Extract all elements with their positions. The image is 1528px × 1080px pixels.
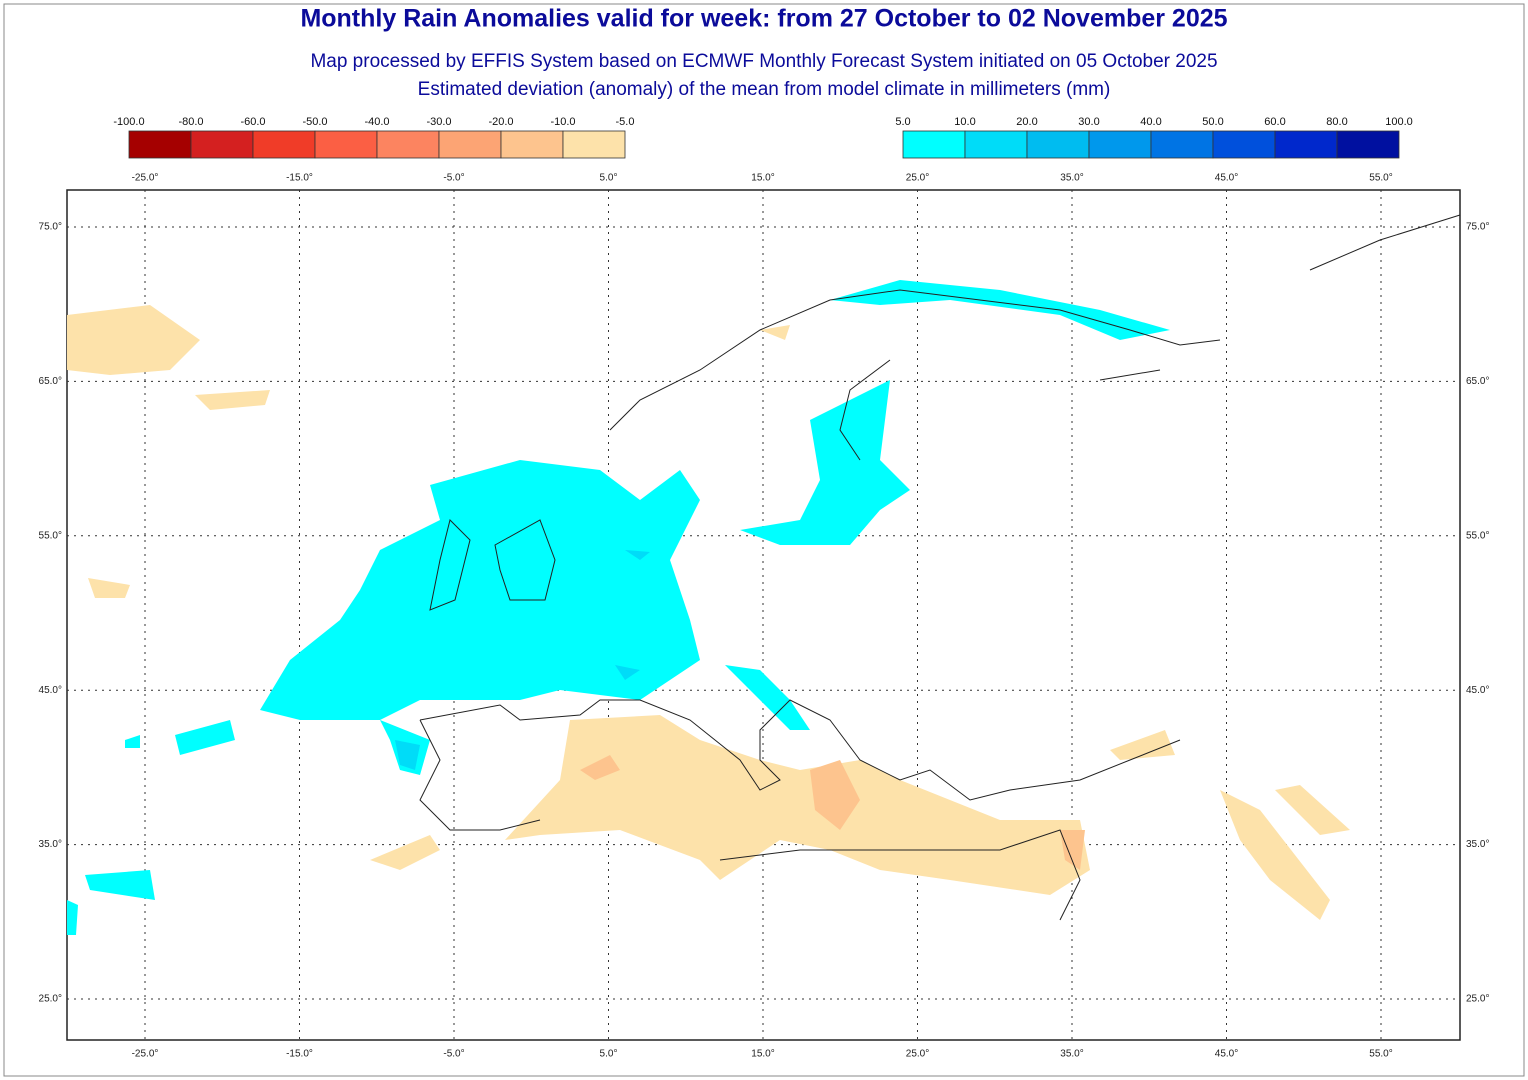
lon-label-bottom: -15.0° (286, 1049, 313, 1060)
legend-swatch (252, 130, 316, 159)
positive-anomaly (830, 280, 1170, 340)
lon-label-bottom: -5.0° (443, 1049, 464, 1060)
lon-label-top: 15.0° (751, 173, 774, 184)
negative-anomaly (67, 305, 270, 598)
lon-label-top: 45.0° (1215, 173, 1238, 184)
legend-swatch (1026, 130, 1090, 159)
coastlines (419, 214, 1461, 921)
legend-label: -100.0 (113, 116, 144, 128)
legend-label: 60.0 (1264, 116, 1285, 128)
title: Monthly Rain Anomalies valid for week: f… (300, 5, 1227, 33)
legend-label: 80.0 (1326, 116, 1347, 128)
lat-label-left: 25.0° (39, 994, 62, 1005)
lon-label-bottom: 35.0° (1060, 1049, 1083, 1060)
lat-label-left: 55.0° (39, 530, 62, 541)
legend-swatch (376, 130, 440, 159)
lon-label-top: 5.0° (600, 173, 618, 184)
legend-label: -60.0 (240, 116, 265, 128)
lon-label-bottom: 45.0° (1215, 1049, 1238, 1060)
lon-label-bottom: -25.0° (132, 1049, 159, 1060)
lon-label-top: 55.0° (1369, 173, 1392, 184)
lat-label-right: 35.0° (1466, 839, 1489, 850)
legend-label: 100.0 (1385, 116, 1413, 128)
positive-anomaly (740, 380, 910, 545)
lat-label-right: 75.0° (1466, 222, 1489, 233)
lat-label-right: 45.0° (1466, 685, 1489, 696)
lon-label-bottom: 55.0° (1369, 1049, 1392, 1060)
legend-label: 40.0 (1140, 116, 1161, 128)
legend-label: -10.0 (550, 116, 575, 128)
legend-label: 50.0 (1202, 116, 1223, 128)
legend-swatch (964, 130, 1028, 159)
lat-label-right: 65.0° (1466, 376, 1489, 387)
coastline (419, 214, 1461, 921)
legend-swatch (190, 130, 254, 159)
positive-anomaly (67, 720, 235, 935)
legend-swatch (1212, 130, 1276, 159)
legend-label: -20.0 (488, 116, 513, 128)
lat-label-left: 65.0° (39, 376, 62, 387)
legend-label: -50.0 (302, 116, 327, 128)
lat-label-left: 45.0° (39, 685, 62, 696)
legend-label: -80.0 (178, 116, 203, 128)
negative-anomaly (580, 755, 1085, 870)
lon-label-bottom: 5.0° (600, 1049, 618, 1060)
lon-label-top: 25.0° (906, 173, 929, 184)
legend-label: 30.0 (1078, 116, 1099, 128)
positive-anomaly (725, 665, 810, 730)
legend-swatch (128, 130, 192, 159)
legend-label: -30.0 (426, 116, 451, 128)
lon-label-bottom: 25.0° (906, 1049, 929, 1060)
legend-label: 5.0 (895, 116, 910, 128)
positive-anomaly (260, 460, 700, 720)
legend-label: 20.0 (1016, 116, 1037, 128)
lat-label-left: 35.0° (39, 839, 62, 850)
lat-label-right: 25.0° (1466, 994, 1489, 1005)
lon-label-top: 35.0° (1060, 173, 1083, 184)
legend-label: -40.0 (364, 116, 389, 128)
lat-label-right: 55.0° (1466, 530, 1489, 541)
subtitle: Map processed by EFFIS System based on E… (310, 51, 1217, 72)
legend-swatch (314, 130, 378, 159)
lat-label-left: 75.0° (39, 222, 62, 233)
legend-swatch (438, 130, 502, 159)
lon-label-top: -5.0° (443, 173, 464, 184)
legend-swatch (902, 130, 966, 159)
description: Estimated deviation (anomaly) of the mea… (418, 79, 1111, 100)
legend-label: -5.0 (616, 116, 635, 128)
map-area (66, 189, 1461, 1041)
legend-label: 10.0 (954, 116, 975, 128)
legend-swatch (1336, 130, 1400, 159)
legend-swatch (1088, 130, 1152, 159)
lon-label-bottom: 15.0° (751, 1049, 774, 1060)
lon-label-top: -15.0° (286, 173, 313, 184)
legend-swatch (1274, 130, 1338, 159)
lon-label-top: -25.0° (132, 173, 159, 184)
legend-swatch (562, 130, 626, 159)
legend-swatch (1150, 130, 1214, 159)
legend-swatch (500, 130, 564, 159)
